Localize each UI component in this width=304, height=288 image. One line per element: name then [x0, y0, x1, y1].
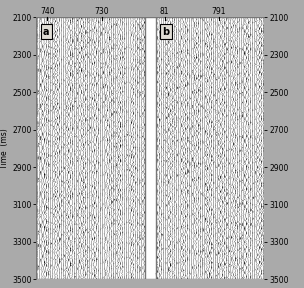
Text: 740: 740: [40, 7, 55, 16]
Y-axis label: Time  (ms): Time (ms): [0, 128, 9, 169]
Text: a: a: [43, 27, 50, 37]
Text: 791: 791: [212, 7, 226, 16]
Text: 730: 730: [94, 7, 109, 16]
Text: 81: 81: [160, 7, 169, 16]
Text: b: b: [162, 27, 169, 37]
